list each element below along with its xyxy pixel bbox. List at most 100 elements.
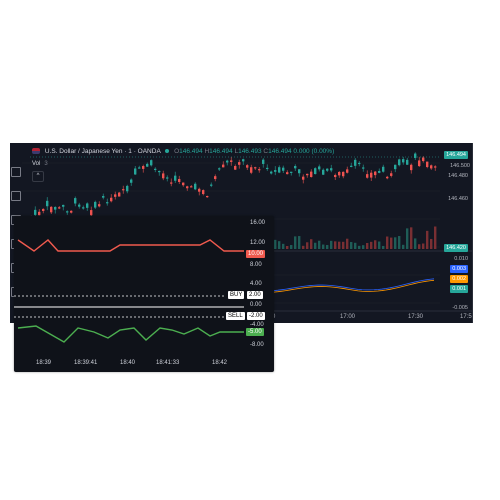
- candle-body: [302, 176, 305, 180]
- collapse-legend-button[interactable]: ^: [32, 171, 44, 182]
- candle-body: [406, 159, 409, 165]
- candle-body: [226, 160, 229, 163]
- candle-body: [294, 165, 297, 169]
- flag-icon: [32, 148, 40, 155]
- change-value: 0.000 (0.00%): [293, 148, 335, 155]
- buy-label: BUY: [228, 291, 245, 299]
- volume-bar: [294, 236, 297, 249]
- candle-body: [162, 173, 165, 179]
- market-open-dot-icon: [165, 149, 170, 154]
- volume-bar: [398, 236, 401, 249]
- indicator-lines-canvas: [14, 239, 244, 343]
- indicator-overlay-panel[interactable]: 16.00 12.00 10.00 8.00 4.00 BUY 2.00 0.0…: [14, 216, 274, 372]
- candle-body: [58, 207, 61, 209]
- price-axis[interactable]: 146.494 146.500 146.480 146.460 146.420 …: [440, 143, 470, 323]
- price-label: 146.500: [450, 163, 470, 169]
- candle-body: [426, 161, 429, 168]
- candle-body: [350, 165, 353, 167]
- candle-body: [346, 169, 349, 173]
- volume-price-tag: 146.420: [444, 244, 468, 252]
- macd-label: 0.010: [454, 256, 468, 262]
- volume-bar: [278, 241, 281, 249]
- candle-body: [98, 204, 101, 207]
- macd-label: -0.005: [452, 305, 468, 311]
- candle-body: [278, 167, 281, 173]
- volume-bar: [306, 242, 309, 249]
- trend-line-icon[interactable]: [11, 191, 21, 201]
- green-indicator-line: [17, 325, 244, 343]
- close-value: 146.494: [268, 148, 292, 155]
- candle-body: [374, 171, 377, 176]
- candle-body: [138, 167, 141, 169]
- candle-body: [258, 169, 261, 171]
- candle-body: [338, 171, 341, 176]
- candle-body: [262, 159, 265, 164]
- candle-body: [310, 171, 313, 178]
- candle-body: [342, 171, 345, 177]
- candle-body: [330, 168, 333, 171]
- volume-bar: [346, 238, 349, 249]
- red-line-tag: 10.00: [246, 250, 266, 258]
- time-label: 18:42: [212, 360, 228, 366]
- candle-body: [42, 208, 45, 212]
- candle-body: [190, 186, 193, 188]
- symbol-name[interactable]: U.S. Dollar / Japanese Yen · 1 · OANDA: [44, 148, 161, 155]
- candle-body: [194, 183, 197, 190]
- candle-body: [130, 179, 133, 183]
- sell-value: -2.00: [247, 312, 265, 320]
- volume-bar: [370, 241, 373, 249]
- candle-body: [170, 182, 173, 184]
- volume-bar: [338, 241, 341, 249]
- candle-body: [178, 178, 181, 182]
- candle-body: [326, 168, 329, 171]
- candle-body: [362, 167, 365, 169]
- scale-label: 0.00: [250, 302, 262, 308]
- time-label: 17:5: [460, 314, 472, 320]
- time-label: 18:41:33: [156, 360, 180, 366]
- candle-body: [354, 159, 357, 166]
- volume-bar: [354, 242, 357, 249]
- candle-body: [266, 167, 269, 170]
- volume-bar: [358, 245, 361, 249]
- low-value: 146.493: [238, 148, 262, 155]
- candle-body: [34, 209, 37, 215]
- volume-bar: [386, 236, 389, 249]
- candle-body: [434, 166, 437, 168]
- candle-body: [154, 168, 157, 170]
- candle-body: [218, 168, 221, 170]
- volume-bar: [402, 244, 405, 249]
- candle-body: [282, 167, 285, 171]
- volume-bar: [318, 240, 321, 249]
- candle-body: [46, 200, 49, 207]
- candle-body: [398, 159, 401, 166]
- candle-body: [182, 182, 185, 186]
- histogram-tag: 0.001: [450, 285, 468, 293]
- candle-body: [122, 189, 125, 191]
- candle-body: [318, 166, 321, 170]
- candle-body: [54, 206, 57, 210]
- candle-body: [62, 204, 65, 207]
- candle-body: [78, 204, 81, 207]
- candle-body: [206, 195, 209, 198]
- scale-label: 8.00: [250, 262, 262, 268]
- volume-legend[interactable]: Vol 3: [32, 161, 48, 167]
- candle-body: [94, 201, 97, 208]
- candle-body: [358, 162, 361, 165]
- open-value: 146.494: [179, 148, 203, 155]
- time-label: 18:40: [120, 360, 136, 366]
- volume-bar: [314, 242, 317, 249]
- candle-body: [146, 163, 149, 167]
- cursor-icon[interactable]: [11, 167, 21, 177]
- candle-body: [150, 160, 153, 166]
- candle-body: [222, 164, 225, 168]
- scale-label: -8.00: [250, 342, 264, 348]
- candle-body: [430, 165, 433, 169]
- candle-body: [134, 168, 137, 175]
- candle-body: [378, 171, 381, 173]
- volume-bar: [422, 243, 425, 249]
- scale-label: -4.00: [250, 322, 264, 328]
- candle-body: [158, 170, 161, 173]
- volume-bar: [394, 237, 397, 249]
- candle-body: [290, 171, 293, 173]
- candle-body: [414, 153, 417, 158]
